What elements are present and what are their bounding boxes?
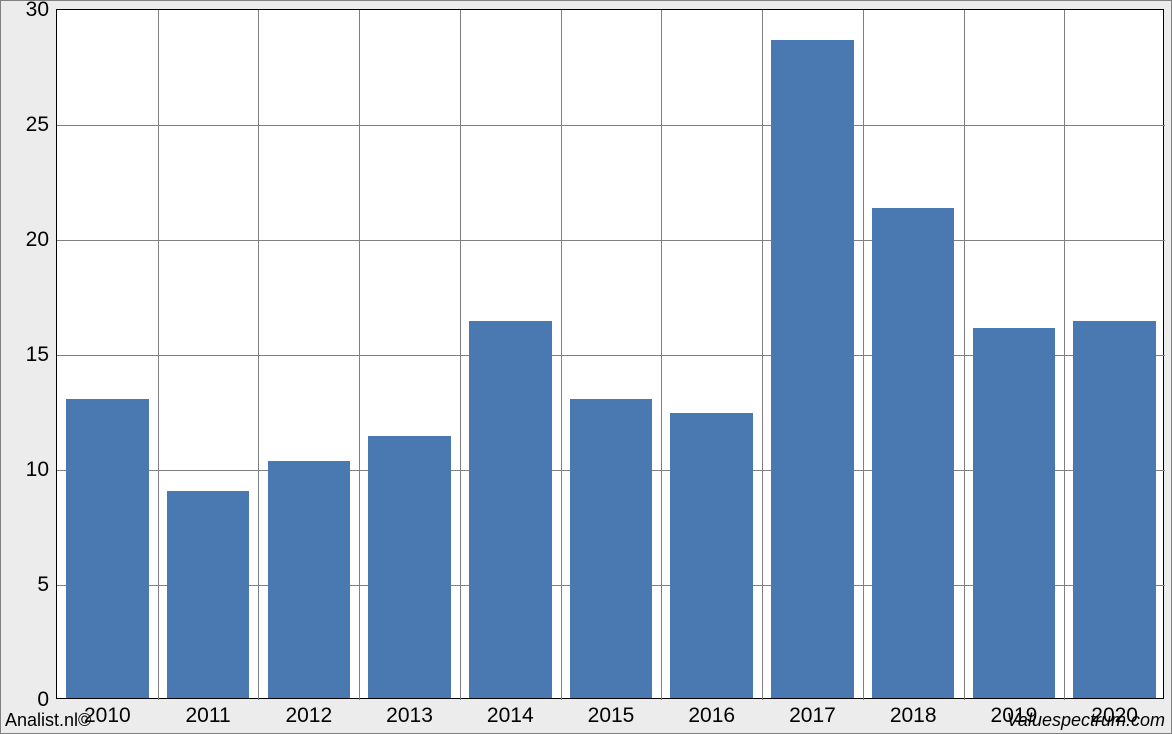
y-gridline xyxy=(57,240,1165,241)
y-tick-label: 20 xyxy=(26,228,57,252)
y-tick-label: 15 xyxy=(26,343,57,367)
x-tick-label: 2018 xyxy=(890,698,937,728)
footer-right-text: Valuespectrum.com xyxy=(1007,710,1165,731)
x-gridline xyxy=(460,10,461,700)
bar xyxy=(469,321,552,698)
x-gridline xyxy=(258,10,259,700)
x-tick-label: 2012 xyxy=(285,698,332,728)
x-tick-label: 2017 xyxy=(789,698,836,728)
x-tick-label: 2015 xyxy=(588,698,635,728)
bar xyxy=(368,436,451,698)
x-tick-label: 2013 xyxy=(386,698,433,728)
y-gridline xyxy=(57,125,1165,126)
y-tick-label: 5 xyxy=(37,573,57,597)
x-gridline xyxy=(964,10,965,700)
x-gridline xyxy=(1064,10,1065,700)
bar xyxy=(268,461,351,698)
y-tick-label: 30 xyxy=(26,0,57,22)
x-gridline xyxy=(661,10,662,700)
x-tick-label: 2014 xyxy=(487,698,534,728)
x-gridline xyxy=(561,10,562,700)
x-gridline xyxy=(359,10,360,700)
bar xyxy=(1073,321,1156,698)
bar xyxy=(570,399,653,698)
y-tick-label: 0 xyxy=(37,688,57,712)
x-gridline xyxy=(158,10,159,700)
footer-left-text: Analist.nl© xyxy=(5,710,91,731)
y-tick-label: 25 xyxy=(26,113,57,137)
y-tick-label: 10 xyxy=(26,458,57,482)
bar xyxy=(66,399,149,698)
bar xyxy=(973,328,1056,698)
plot-area: 0510152025302010201120122013201420152016… xyxy=(56,9,1164,699)
bar xyxy=(167,491,250,698)
x-tick-label: 2011 xyxy=(185,698,230,728)
x-gridline xyxy=(762,10,763,700)
x-tick-label: 2016 xyxy=(688,698,735,728)
chart-frame: 0510152025302010201120122013201420152016… xyxy=(0,0,1172,734)
x-gridline xyxy=(863,10,864,700)
bar xyxy=(670,413,753,698)
bar xyxy=(771,40,854,698)
bar xyxy=(872,208,955,698)
